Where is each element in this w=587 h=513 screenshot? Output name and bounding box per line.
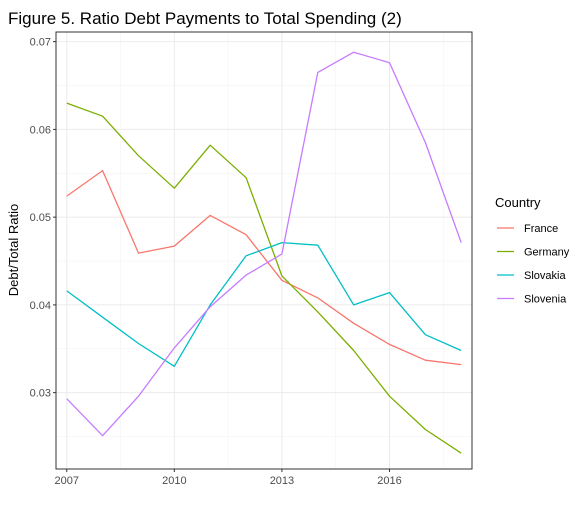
x-tick-label: 2013 (270, 475, 294, 487)
x-tick-label: 2010 (162, 475, 186, 487)
series-line-germany (66, 102, 462, 454)
legend-label-slovakia: Slovakia (524, 270, 566, 282)
grid-minor (56, 32, 472, 469)
y-axis-title: Debt/Total Ratio (6, 204, 21, 297)
legend-title: Country (495, 195, 541, 210)
y-axis: 0.03 0.04 0.05 0.06 0.07 (30, 37, 56, 400)
x-tick-label: 2007 (55, 475, 79, 487)
chart-title: Figure 5. Ratio Debt Payments to Total S… (8, 9, 402, 28)
legend: Country France Germany Slovakia Slovenia (495, 195, 570, 306)
series-line-slovakia (66, 241, 462, 367)
series-lines (66, 51, 462, 454)
series-line-france (66, 169, 462, 366)
x-axis: 2007 2010 2013 2016 (55, 469, 402, 487)
plot-panel (56, 32, 472, 469)
y-tick-label: 0.07 (30, 37, 51, 49)
plot-border (55, 31, 473, 470)
y-tick-label: 0.04 (30, 300, 51, 312)
x-tick-label: 2016 (377, 475, 401, 487)
legend-label-france: France (524, 223, 558, 235)
legend-label-germany: Germany (524, 247, 570, 259)
y-tick-label: 0.06 (30, 124, 51, 136)
series-line-slovenia (66, 51, 462, 437)
y-tick-label: 0.03 (30, 388, 51, 400)
y-tick-label: 0.05 (30, 212, 51, 224)
legend-label-slovenia: Slovenia (524, 294, 567, 306)
